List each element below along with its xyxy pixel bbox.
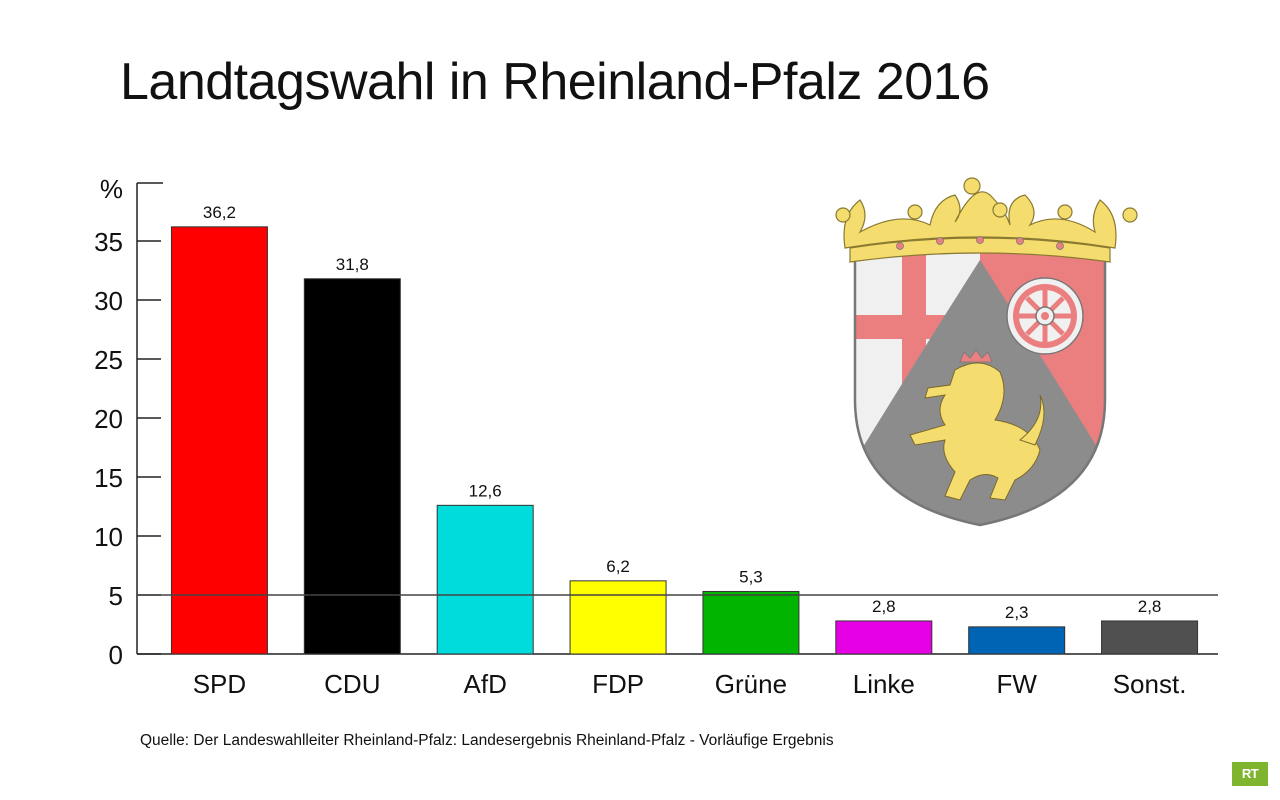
category-label: Sonst. (1113, 669, 1187, 699)
y-tick-label: 10 (94, 522, 123, 552)
bar-value-label: 36,2 (203, 203, 236, 222)
category-label: FDP (592, 669, 644, 699)
y-tick-label: 15 (94, 463, 123, 493)
bar (702, 590, 800, 655)
bar-value-label: 2,8 (1138, 597, 1162, 616)
category-label: AfD (464, 669, 507, 699)
y-tick-label: 25 (94, 345, 123, 375)
crown-icon (835, 177, 1138, 263)
bar (835, 620, 933, 655)
source-note: Quelle: Der Landeswahlleiter Rheinland-P… (140, 732, 834, 749)
y-tick-label: 35 (94, 227, 123, 257)
bar-value-label: 2,3 (1005, 603, 1029, 622)
y-tick-label: 5 (109, 581, 123, 611)
bar-value-label: 2,8 (872, 597, 896, 616)
lion-icon (909, 362, 1045, 501)
bar-value-label: 5,3 (739, 567, 763, 586)
bar (569, 580, 667, 655)
chart-labels: 0 5 10 15 20 25 30 35% 36,2 SPD 31,8 CDU 12,6 AfD 6,2 F… (94, 174, 1186, 699)
bar (170, 226, 268, 655)
bar-value-label: 31,8 (336, 255, 369, 274)
bar (968, 626, 1066, 655)
bar-value-label: 12,6 (469, 481, 502, 500)
coat-of-arms-icon (835, 177, 1138, 527)
bar (436, 504, 534, 655)
chart-bars (170, 226, 1199, 655)
category-label: SPD (193, 669, 246, 699)
chart-title: Landtagswahl in Rheinland-Pfalz 2016 (120, 53, 990, 111)
wheel-icon (1006, 277, 1084, 355)
category-label: FW (996, 669, 1037, 699)
y-tick-label: 20 (94, 404, 123, 434)
y-axis-label: % (100, 174, 123, 204)
bar (303, 278, 401, 655)
bar-value-label: 6,2 (606, 557, 630, 576)
y-tick-label: 30 (94, 286, 123, 316)
y-tick-label: 0 (109, 640, 123, 670)
bar (1101, 620, 1199, 655)
rt-logo: RT (1232, 762, 1268, 786)
category-label: Grüne (715, 669, 787, 699)
category-label: CDU (324, 669, 380, 699)
category-label: Linke (853, 669, 915, 699)
